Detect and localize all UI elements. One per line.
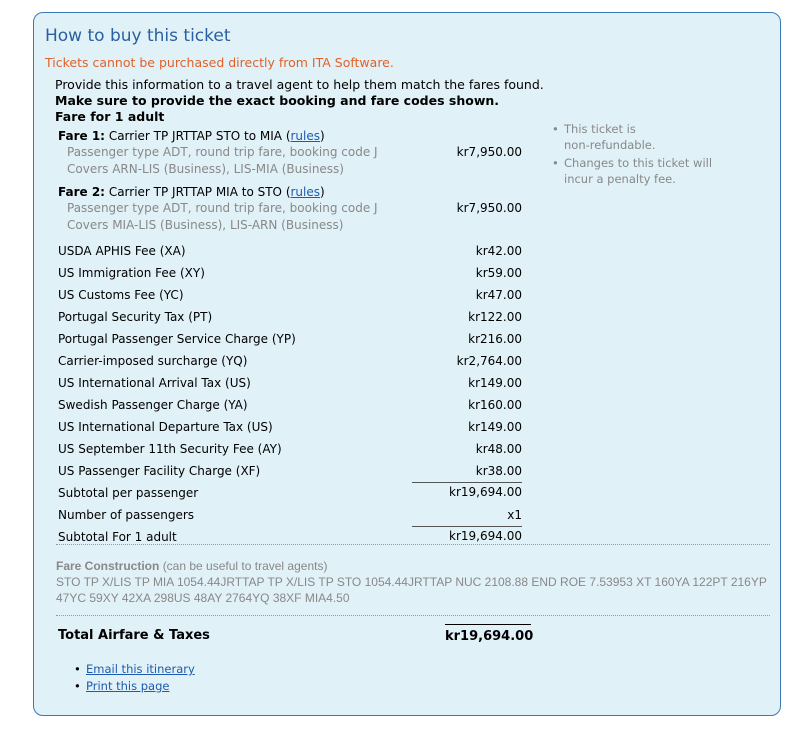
fare-construction-label: Fare Construction [56,559,160,573]
divider [56,544,770,545]
fare-for-label: Fare for 1 adult [55,109,165,124]
tax-amount: kr160.00 [468,398,522,412]
fare-amount: kr7,950.00 [456,201,522,215]
tax-row: Carrier-imposed surcharge (YQ) kr2,764.00 [58,350,522,372]
tax-amount: kr42.00 [475,244,522,258]
tax-label: USDA APHIS Fee (XA) [58,244,186,258]
fare-amount: kr7,950.00 [456,145,522,159]
fare-covers: Covers MIA-LIS (Business), LIS-ARN (Busi… [67,218,344,232]
tax-row: US Passenger Facility Charge (XF) kr38.00 [58,460,522,482]
fare-construction-hint: (can be useful to travel agents) [162,559,328,573]
passengers-row: Number of passengers x1 [58,504,522,526]
note-penalty: Changes to this ticket will incur a pena… [552,155,714,187]
tax-label: Carrier-imposed surcharge (YQ) [58,354,248,368]
tax-amount: kr216.00 [468,332,522,346]
tax-amount: kr122.00 [468,310,522,324]
tax-label: US September 11th Security Fee (AY) [58,442,282,456]
rules-link[interactable]: rules [290,185,321,199]
total-amount: kr19,694.00 [445,624,533,644]
tax-row: US International Arrival Tax (US) kr149.0… [58,372,522,394]
passengers-value: x1 [507,508,522,522]
fare-item: Fare 1: Carrier TP JRTTAP STO to MIA (ru… [58,129,522,176]
intro: Provide this information to a travel age… [55,77,544,125]
tax-amount: kr2,764.00 [456,354,522,368]
fare-covers: Covers ARN-LIS (Business), LIS-MIA (Busi… [67,162,344,176]
tax-row: Portugal Passenger Service Charge (YP) kr… [58,328,522,350]
tax-label: Swedish Passenger Charge (YA) [58,398,248,412]
fare-construction: Fare Construction (can be useful to trav… [56,558,776,606]
subtotal-amount: kr19,694.00 [412,482,522,504]
tax-row: US September 11th Security Fee (AY) kr48.… [58,438,522,460]
fare-table: Fare 1: Carrier TP JRTTAP STO to MIA (ru… [58,128,522,548]
tax-label: US International Departure Tax (US) [58,420,273,434]
subtotal-adult-amount: kr19,694.00 [412,526,522,548]
tax-label: Portugal Security Tax (PT) [58,310,213,324]
panel-title: How to buy this ticket [45,26,231,46]
subtotal-row: Subtotal per passenger kr19,694.00 [58,482,522,504]
fare-details: Passenger type ADT, round trip fare, boo… [67,201,378,215]
tax-label: US Customs Fee (YC) [58,288,184,302]
fare-details: Passenger type ADT, round trip fare, boo… [67,145,378,159]
subtotal-adult-row: Subtotal For 1 adult kr19,694.00 [58,526,522,548]
tax-label: US Immigration Fee (XY) [58,266,205,280]
fare-item: Fare 2: Carrier TP JRTTAP MIA to STO (ru… [58,185,522,232]
tax-row: US Customs Fee (YC) kr47.00 [58,284,522,306]
fare-construction-text: STO TP X/LIS TP MIA 1054.44JRTTAP TP X/L… [56,575,767,605]
purchase-warning: Tickets cannot be purchased directly fro… [45,55,394,70]
tax-row: US International Departure Tax (US) kr149… [58,416,522,438]
intro-emphasis: Make sure to provide the exact booking a… [55,93,500,108]
tax-label: US International Arrival Tax (US) [58,376,251,390]
action-links: Email this itinerary Print this page [74,661,195,695]
tax-amount: kr149.00 [468,376,522,390]
fare-desc: Carrier TP JRTTAP STO to MIA [108,129,282,143]
fare-label: Fare 1: [58,129,105,143]
total-label: Total Airfare & Taxes [58,628,210,643]
intro-text: Provide this information to a travel age… [55,77,544,92]
passengers-label: Number of passengers [58,508,195,522]
tax-label: US Passenger Facility Charge (XF) [58,464,261,478]
fare-label: Fare 2: [58,185,105,199]
tax-amount: kr48.00 [475,442,522,456]
tax-row: Swedish Passenger Charge (YA) kr160.00 [58,394,522,416]
subtotal-adult-label: Subtotal For 1 adult [58,530,177,544]
rules-link[interactable]: rules [290,129,321,143]
tax-amount: kr47.00 [475,288,522,302]
note-nonrefundable: This ticket is non-refundable. [552,121,664,153]
divider [56,615,770,616]
ticket-notes: This ticket is non-refundable. Changes t… [552,121,714,187]
tax-amount: kr149.00 [468,420,522,434]
tax-label: Portugal Passenger Service Charge (YP) [58,332,296,346]
subtotal-label: Subtotal per passenger [58,486,199,500]
email-itinerary-link[interactable]: Email this itinerary [86,662,195,676]
tax-amount: kr59.00 [475,266,522,280]
tax-row: Portugal Security Tax (PT) kr122.00 [58,306,522,328]
tax-row: US Immigration Fee (XY) kr59.00 [58,262,522,284]
tax-amount: kr38.00 [475,464,522,478]
how-to-buy-panel: How to buy this ticket Tickets cannot be… [33,12,781,716]
tax-row: USDA APHIS Fee (XA) kr42.00 [58,240,522,262]
fare-desc: Carrier TP JRTTAP MIA to STO [108,185,282,199]
print-page-link[interactable]: Print this page [86,679,170,693]
